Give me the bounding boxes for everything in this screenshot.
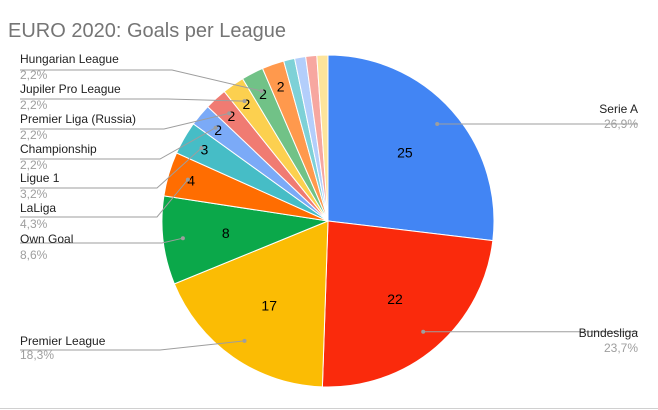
legend-name: Premier Liga (Russia) <box>20 112 136 126</box>
leader-line <box>20 112 230 130</box>
leader-line <box>20 179 189 218</box>
legend-percent: 2,2% <box>20 98 48 112</box>
leader-line <box>20 237 184 244</box>
leader-line <box>20 69 262 92</box>
leader-line <box>20 147 202 189</box>
pie-slice-premier-league <box>173 220 329 388</box>
leader-dot <box>421 329 426 334</box>
legend-name: Ligue 1 <box>20 171 60 185</box>
slice-value-label: 2 <box>277 78 285 94</box>
slice-value-label: 2 <box>259 86 267 102</box>
legend-percent: 26,9% <box>604 117 638 131</box>
leader-dot <box>435 122 440 126</box>
leader-line <box>20 340 245 351</box>
chart-title: EURO 2020: Goals per League <box>8 20 286 42</box>
pie-slice-serie-a <box>327 54 495 242</box>
leader-dot <box>242 99 247 104</box>
leader-line <box>20 127 216 160</box>
slice-value-label: 25 <box>397 145 413 161</box>
slice-value-label: 3 <box>201 142 209 158</box>
legend-name: Serie A <box>599 102 638 116</box>
legend-percent: 3,2% <box>20 187 48 201</box>
legend-name: Own Goal <box>20 232 73 246</box>
slice-value-label: 22 <box>387 291 403 307</box>
slice-value-label: 17 <box>261 298 277 314</box>
legend-name: Premier League <box>20 334 106 348</box>
slice-value-label: 8 <box>222 225 230 241</box>
legend-percent: 23,7% <box>604 341 638 355</box>
legend-percent: 2,2% <box>20 158 48 172</box>
pie-slice-bundesliga <box>321 220 494 388</box>
legend-percent: 4,3% <box>20 217 48 231</box>
slice-value-label: 2 <box>243 96 251 112</box>
legend-percent: 2,2% <box>20 68 48 82</box>
legend-name: Jupiler Pro League <box>20 82 121 96</box>
leader-dot <box>185 177 190 182</box>
leader-dot <box>259 89 264 93</box>
legend-percent: 2,2% <box>20 128 48 142</box>
legend-name: LaLiga <box>20 201 56 215</box>
legend-percent: 18,3% <box>20 348 54 362</box>
legend-percent: 8,6% <box>20 248 48 262</box>
slice-value-label: 2 <box>214 122 222 138</box>
leader-line <box>20 98 245 102</box>
legend-name: Championship <box>20 142 97 156</box>
leader-dot <box>213 125 218 130</box>
legend-name: Hungarian League <box>20 52 119 66</box>
leader-dot <box>227 111 232 116</box>
pie-slice-own-goal <box>161 195 330 285</box>
pie-slice-other-14 <box>316 54 329 222</box>
leader-dot <box>199 146 204 150</box>
slice-value-label: 4 <box>187 173 195 189</box>
slice-value-label: 2 <box>228 108 236 124</box>
leader-dot <box>180 236 185 241</box>
leader-dot <box>242 338 247 343</box>
legend-name: Bundesliga <box>579 326 639 340</box>
pie-slices <box>161 54 495 388</box>
legend-leader-lines <box>20 69 638 351</box>
